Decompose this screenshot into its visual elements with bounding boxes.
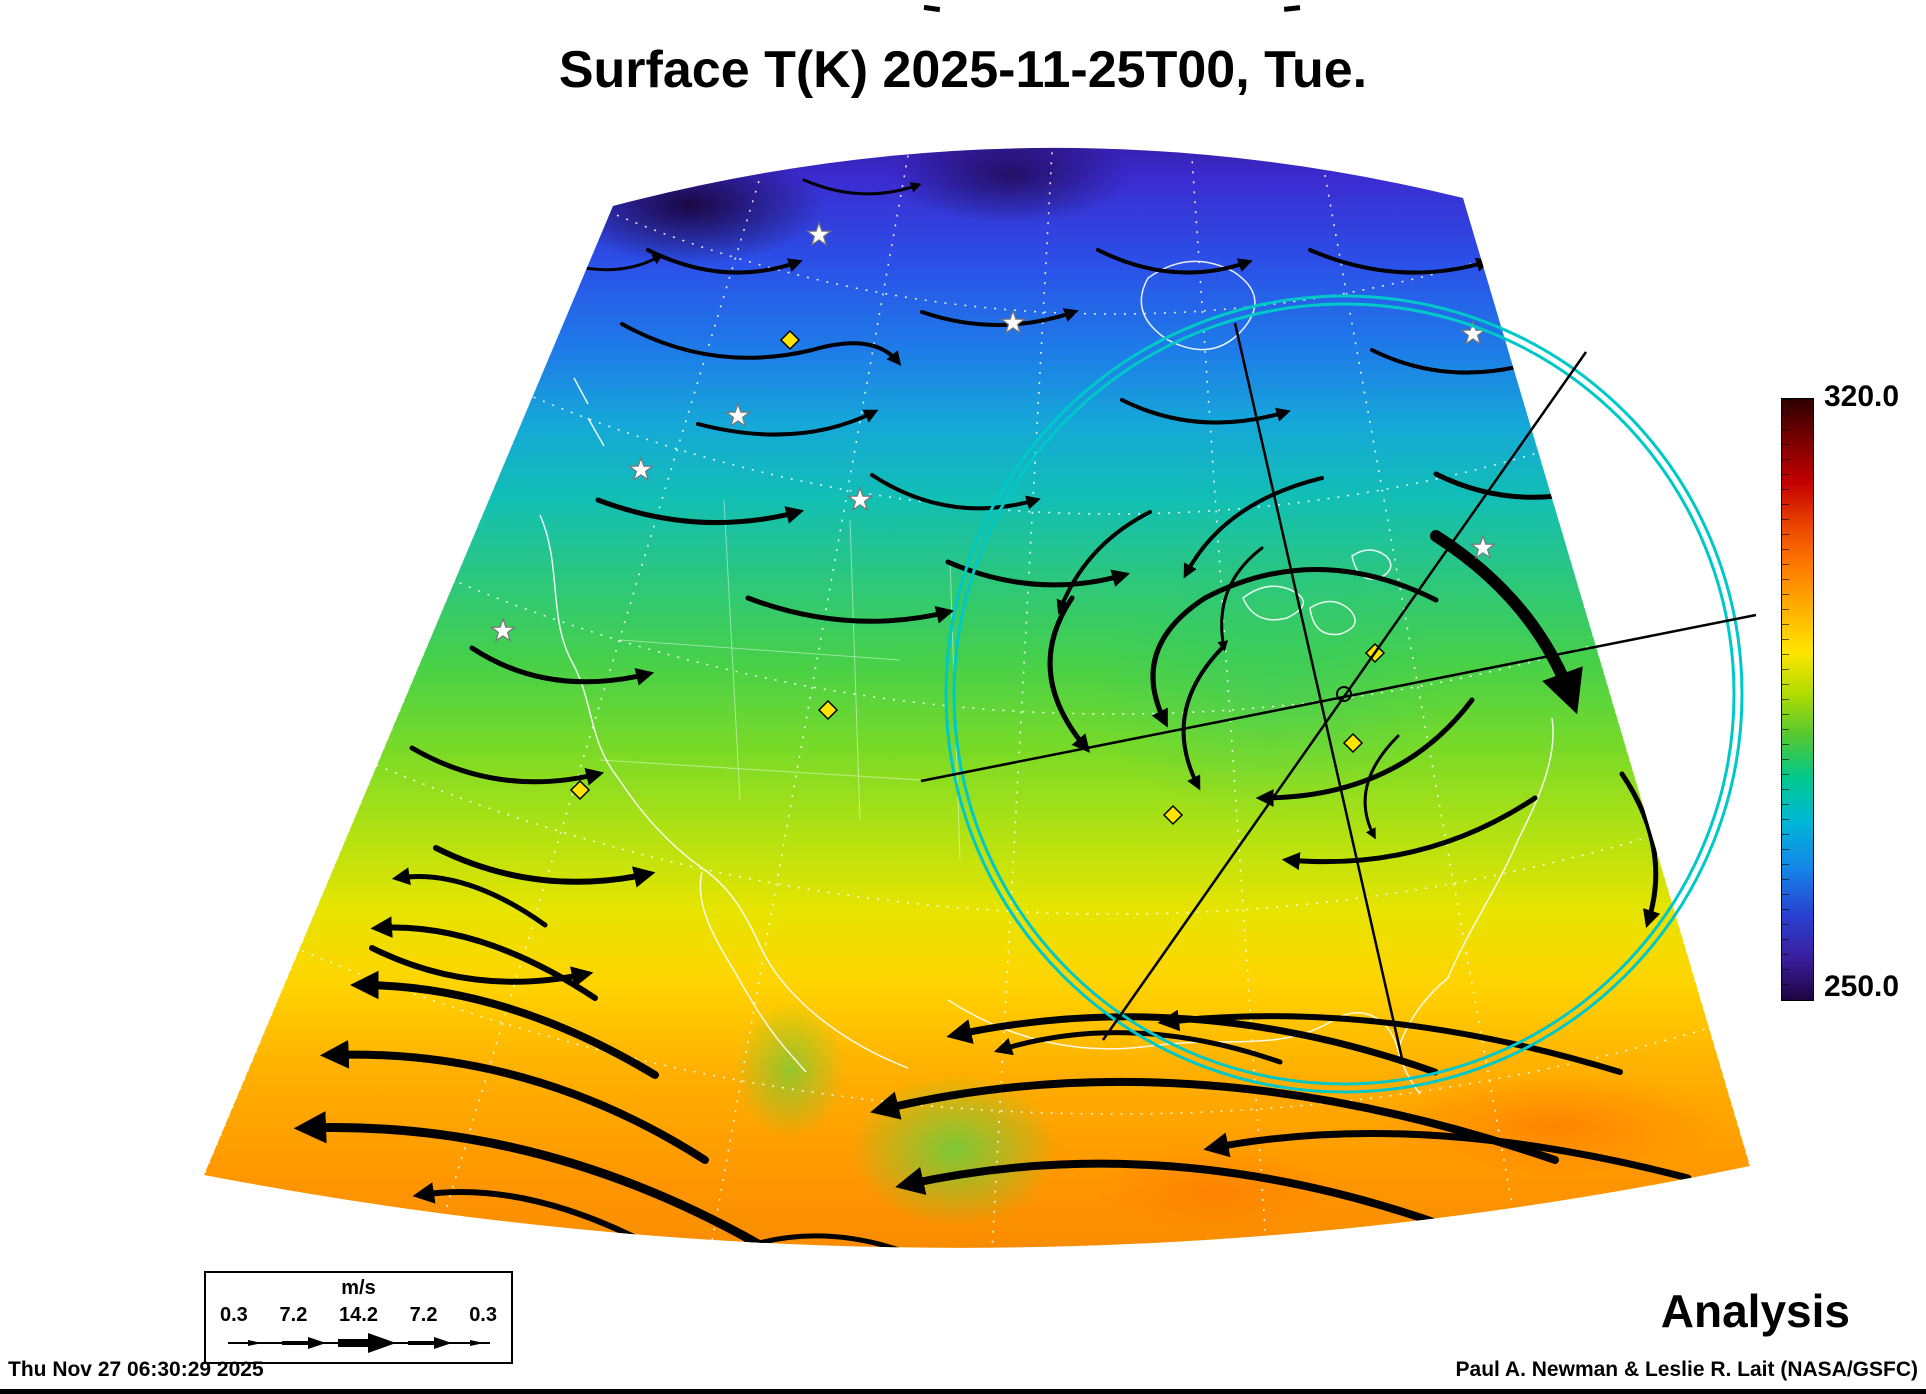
colorbar-ticks bbox=[1782, 399, 1789, 1000]
wind-scale-glyph bbox=[227, 1333, 490, 1353]
colorbar-min-label: 250.0 bbox=[1824, 970, 1900, 1003]
page-title: Surface T(K) 2025-11-25T00, Tue. bbox=[558, 41, 1368, 99]
wind-legend-values: 0.3 7.2 14.2 7.2 0.3 bbox=[216, 1304, 501, 1326]
wind-legend-unit: m/s bbox=[341, 1277, 376, 1299]
credit-line: Paul A. Newman & Leslie R. Lait (NASA/GS… bbox=[1455, 1358, 1918, 1381]
generated-timestamp: Thu Nov 27 06:30:29 2025 bbox=[8, 1358, 264, 1381]
temperature-field bbox=[204, 147, 1750, 1248]
colorbar-max-label: 320.0 bbox=[1824, 380, 1900, 413]
wind-speed-legend: m/s 0.3 7.2 14.2 7.2 0.3 bbox=[204, 1271, 513, 1364]
wind-legend-value: 14.2 bbox=[339, 1303, 378, 1326]
wind-legend-value: 0.3 bbox=[220, 1303, 248, 1326]
crosshair-lines bbox=[920, 322, 1757, 1064]
range-circle bbox=[944, 294, 1744, 1094]
wind-legend-value: 0.3 bbox=[469, 1303, 497, 1326]
top-edge-marks bbox=[923, 4, 1301, 13]
wind-legend-value: 7.2 bbox=[279, 1303, 308, 1326]
bottom-rule bbox=[0, 1389, 1926, 1394]
streamlines bbox=[293, 178, 1692, 1248]
colorbar bbox=[1781, 398, 1814, 1001]
wind-legend-value: 7.2 bbox=[409, 1303, 438, 1326]
analysis-label: Analysis bbox=[1660, 1285, 1850, 1337]
